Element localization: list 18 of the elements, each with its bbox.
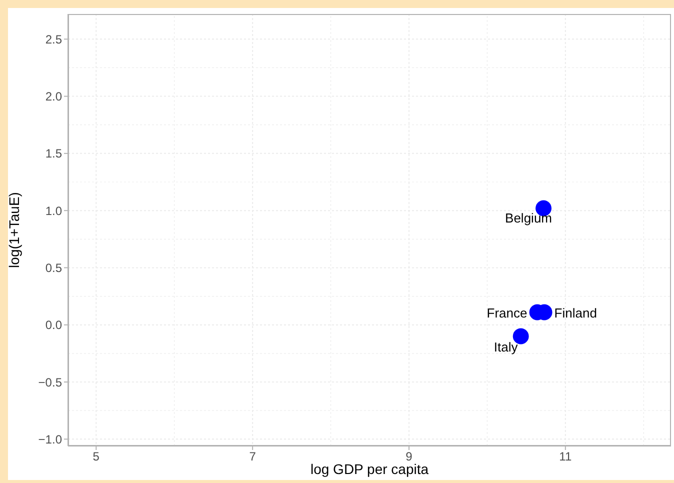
y-tick-label: −1.0 xyxy=(38,432,62,446)
x-tick-label: 7 xyxy=(249,450,256,464)
x-tick-label: 5 xyxy=(92,450,100,464)
x-axis-title: log GDP per capita xyxy=(310,461,429,477)
y-tick-label: 0.0 xyxy=(45,318,62,332)
y-axis-title: log(1+TauE) xyxy=(6,192,22,268)
y-tick-label: 2.5 xyxy=(45,32,62,46)
annotation: France xyxy=(486,305,528,320)
y-tick-label: 0.5 xyxy=(45,260,62,275)
y-tick-label: 1.5 xyxy=(45,146,62,161)
annotation: Finland xyxy=(554,305,597,320)
annotation: Belgium xyxy=(505,210,552,226)
y-tick-label: −0.5 xyxy=(38,375,62,390)
x-tick-label: 11 xyxy=(559,450,572,464)
y-tick-label: 2.0 xyxy=(45,90,62,104)
annotation: Italy xyxy=(494,339,518,354)
y-tick-label: 1.0 xyxy=(45,204,62,218)
x-tick-label: 9 xyxy=(406,450,413,464)
